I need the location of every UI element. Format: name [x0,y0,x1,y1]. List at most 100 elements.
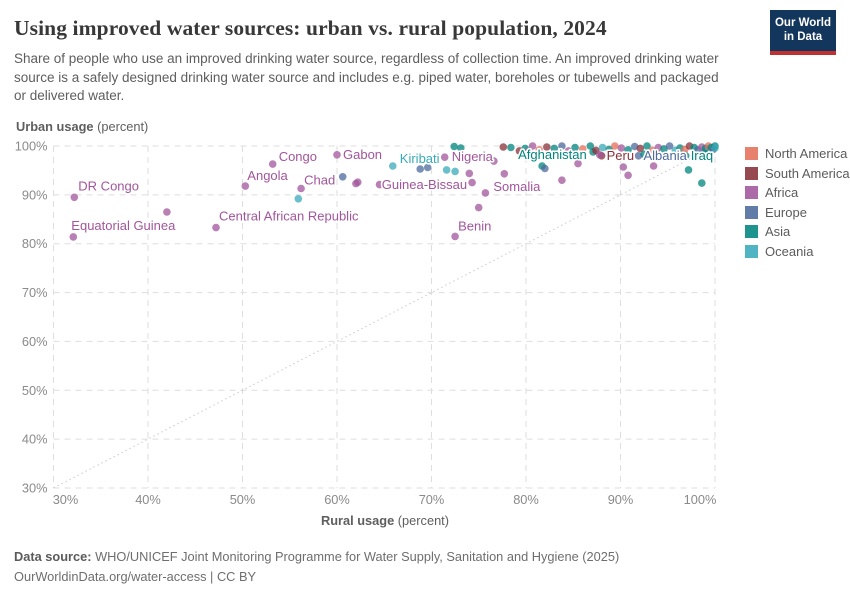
data-point[interactable] [468,178,476,187]
data-point[interactable] [640,150,648,159]
data-point[interactable] [684,166,693,174]
legend-swatch [745,186,758,199]
country-label[interactable]: Central African Republic [217,207,360,225]
country-label[interactable]: Angola [246,167,290,185]
data-point[interactable] [372,151,381,159]
data-point[interactable] [525,147,533,156]
data-point[interactable] [465,169,474,178]
data-point[interactable] [352,179,360,188]
legend-item-africa[interactable]: Africa [745,185,850,200]
data-point[interactable] [451,167,459,176]
data-point[interactable] [490,157,498,165]
citation-line: OurWorldinData.org/water-access | CC BY [14,567,834,587]
data-point[interactable] [499,143,508,151]
data-point[interactable] [457,144,465,152]
y-tick-label: 40% [22,432,48,447]
country-label[interactable]: Afghanistan [516,145,588,163]
data-point[interactable] [297,184,305,193]
country-label[interactable]: Equatorial Guinea [70,216,178,234]
data-point[interactable] [515,147,524,155]
data-point[interactable] [163,208,171,216]
country-label[interactable]: Guinea-Bissau [380,176,468,194]
data-point[interactable] [338,173,347,181]
legend-label: North America [765,146,848,161]
data-point[interactable] [535,146,543,154]
data-point[interactable] [268,160,277,168]
legend-item-oceania[interactable]: Oceania [745,244,850,259]
data-point[interactable] [389,162,397,170]
license-badge: CC BY [216,568,257,584]
data-point[interactable] [212,223,220,232]
data-point[interactable] [607,150,615,158]
country-label[interactable]: Nigeria [450,148,495,166]
data-point[interactable] [450,142,459,151]
data-point[interactable] [442,166,451,174]
data-point[interactable] [548,151,557,160]
data-point[interactable] [541,164,549,173]
legend-swatch [745,166,758,180]
data-point[interactable] [660,145,668,153]
data-point[interactable] [558,142,566,150]
country-label[interactable]: Gabon [341,145,383,163]
legend-label: Oceania [765,243,814,259]
data-point[interactable] [451,232,459,241]
data-point[interactable] [440,153,449,161]
legend-item-north-america[interactable]: North America [745,146,850,161]
data-point[interactable] [70,193,79,202]
data-point[interactable] [617,144,626,152]
data-point[interactable] [654,143,663,152]
data-point[interactable] [558,176,566,184]
data-point[interactable] [578,145,587,153]
data-point[interactable] [333,151,341,159]
data-point[interactable] [598,143,607,152]
data-point[interactable] [569,150,578,159]
data-point[interactable] [241,182,250,190]
data-point[interactable] [474,203,483,212]
data-point[interactable] [574,159,582,168]
country-label[interactable]: Kiribati [398,149,441,167]
legend-item-south-america[interactable]: South America [745,166,850,181]
y-tick-label: 70% [22,285,48,300]
data-point[interactable] [416,165,425,173]
data-point[interactable] [423,163,432,172]
data-point[interactable] [550,144,559,153]
data-point[interactable] [481,189,490,197]
data-point[interactable] [649,162,658,170]
data-point[interactable] [528,142,537,150]
data-point[interactable] [507,143,515,152]
country-label[interactable]: Somalia [492,177,543,195]
country-label[interactable]: Peru [605,146,636,164]
data-point[interactable] [611,142,619,150]
data-point[interactable] [643,142,651,150]
owid-logo[interactable]: Our World in Data [770,10,836,55]
data-point[interactable] [636,144,645,153]
data-point[interactable] [294,195,303,203]
country-label[interactable]: Chad [303,171,337,189]
legend-label: Africa [765,185,799,200]
legend-item-europe[interactable]: Europe [745,205,850,220]
data-point[interactable] [500,170,509,178]
data-point[interactable] [595,151,604,159]
data-point[interactable] [619,163,628,171]
citation-link[interactable]: OurWorldinData.org/water-access [14,568,207,584]
x-tick-label: 30% [53,492,79,507]
data-point[interactable] [664,153,673,161]
country-label[interactable]: DR Congo [77,177,141,195]
data-point[interactable] [586,142,595,150]
data-point[interactable] [698,179,706,187]
data-point[interactable] [624,146,632,154]
legend-swatch [745,147,758,160]
country-label[interactable]: Albania [642,146,689,164]
legend-item-asia[interactable]: Asia [745,224,850,239]
country-label[interactable]: Benin [457,217,493,235]
data-point[interactable] [571,143,579,152]
data-point[interactable] [624,171,632,180]
country-label[interactable]: Congo [277,148,319,166]
data-point[interactable] [375,180,384,189]
data-point[interactable] [69,233,78,241]
data-point[interactable] [665,142,674,150]
x-tick-label: 40% [135,492,161,507]
data-point[interactable] [543,143,551,151]
data-point[interactable] [711,144,719,152]
country-label[interactable]: Iraq [689,146,715,164]
